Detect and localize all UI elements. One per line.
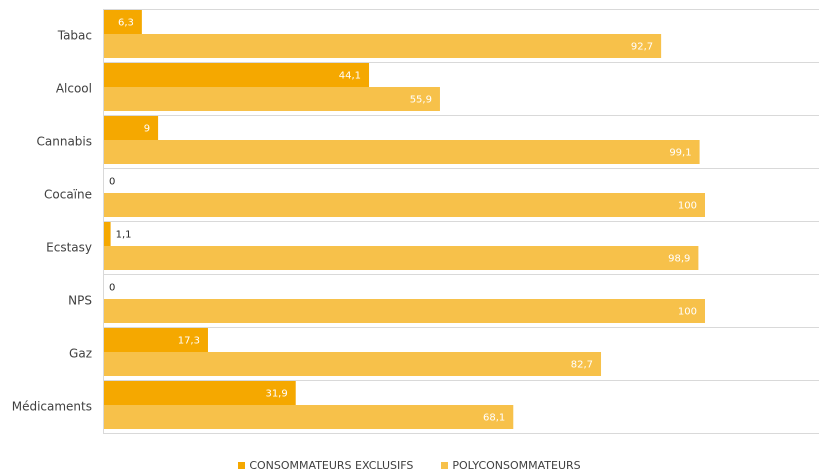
category-label-cocaine: Cocaïne: [44, 188, 92, 202]
data-label-poly-tabac: 92,7: [631, 42, 653, 53]
legend-swatch-poly: [441, 461, 449, 469]
data-label-poly-nps: 100: [678, 307, 697, 318]
bar-exclusive-ecstasy: [104, 222, 111, 246]
data-label-exclusive-ecstasy: 1,1: [116, 230, 132, 241]
bar-exclusive-cannabis: [104, 116, 159, 140]
category-label-medicaments: Médicaments: [12, 400, 92, 414]
bar-exclusive-gaz: [104, 328, 208, 352]
data-label-poly-cannabis: 99,1: [669, 148, 691, 159]
category-label-nps: NPS: [68, 294, 92, 308]
legend: CONSOMMATEURS EXCLUSIFS POLYCONSOMMATEUR…: [0, 457, 819, 473]
data-label-poly-ecstasy: 98,9: [668, 254, 690, 265]
data-label-exclusive-nps: 0: [109, 283, 115, 294]
bar-poly-medicaments: [104, 405, 514, 429]
category-label-alcool: Alcool: [56, 82, 92, 96]
data-label-exclusive-cocaine: 0: [109, 177, 115, 188]
data-label-exclusive-alcool: 44,1: [339, 71, 361, 82]
bar-poly-cannabis: [104, 140, 700, 164]
data-label-exclusive-cannabis: 9: [144, 124, 150, 135]
category-label-gaz: Gaz: [69, 347, 92, 361]
legend-item-poly: POLYCONSOMMATEURS: [441, 458, 581, 472]
bar-poly-ecstasy: [104, 246, 699, 270]
legend-label-exclusive: CONSOMMATEURS EXCLUSIFS: [249, 458, 414, 472]
data-label-poly-gaz: 82,7: [571, 360, 593, 371]
bar-poly-gaz: [104, 352, 602, 376]
category-label-cannabis: Cannabis: [37, 135, 93, 149]
data-label-poly-medicaments: 68,1: [483, 413, 505, 424]
legend-item-exclusive: CONSOMMATEURS EXCLUSIFS: [238, 459, 413, 472]
bar-poly-cocaine: [104, 193, 705, 217]
bar-exclusive-tabac: [104, 10, 142, 34]
bar-exclusive-alcool: [104, 63, 370, 87]
bar-poly-nps: [104, 299, 705, 323]
data-label-exclusive-gaz: 17,3: [178, 336, 200, 347]
category-label-tabac: Tabac: [57, 29, 92, 43]
data-label-exclusive-tabac: 6,3: [118, 18, 134, 29]
category-label-ecstasy: Ecstasy: [46, 241, 92, 255]
data-label-poly-cocaine: 100: [678, 201, 697, 212]
data-label-poly-alcool: 55,9: [410, 95, 432, 106]
data-label-exclusive-medicaments: 31,9: [265, 389, 287, 400]
bar-poly-alcool: [104, 87, 440, 111]
bar-exclusive-medicaments: [104, 381, 296, 405]
legend-swatch-exclusive: [238, 461, 246, 469]
legend-label-poly: POLYCONSOMMATEURS: [452, 458, 581, 472]
bar-poly-tabac: [104, 34, 662, 58]
